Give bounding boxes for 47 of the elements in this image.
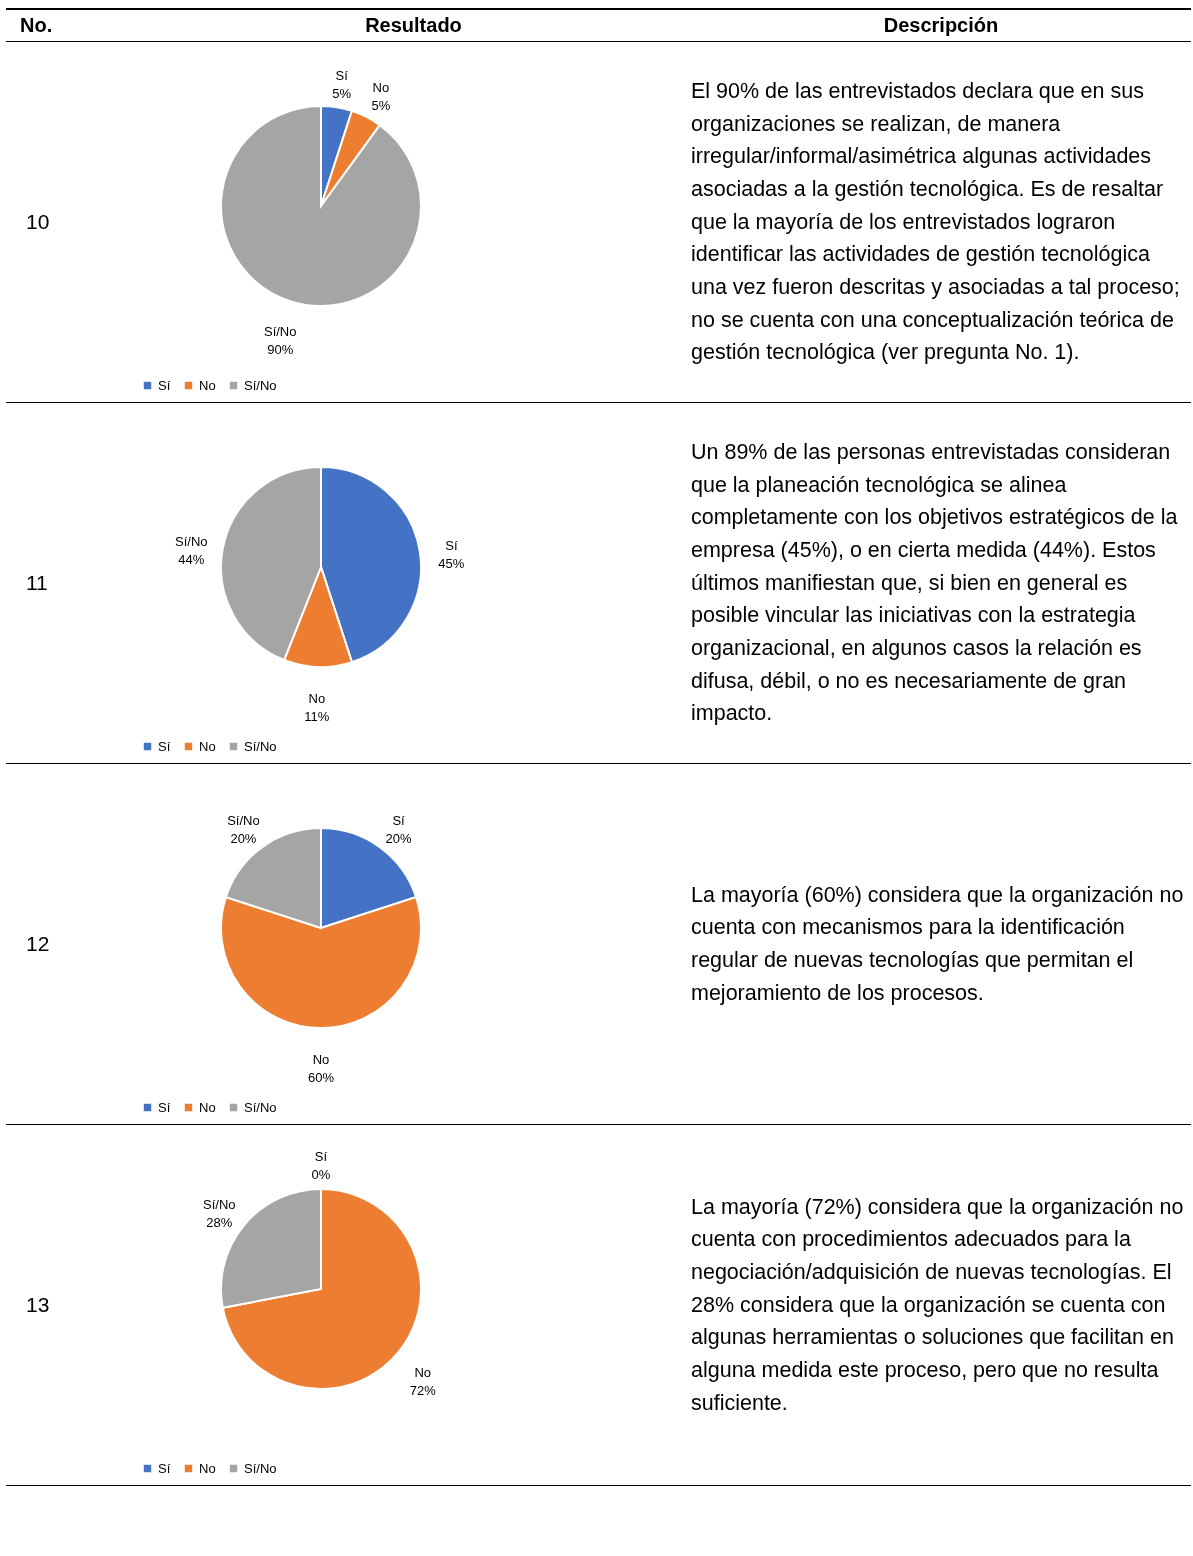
data-label: 5% [332, 85, 352, 101]
text: El 90% de las entrevistados declara que en sus organizaciones se realizan, de manera irregular/informal/asimétrica algunas actividades asociadas a la gestión tecnológica. Es de resaltar que la mayoría de los entrevistados lograron identificar las actividades de gestión tecnológica una vez fueron descritas y asociadas a tal proceso; no se cuenta con una conceptualización teórica de gestión tecnológica (ver pregunta No. 1). [691, 78, 1180, 365]
legend-label: Sí [158, 1099, 171, 1115]
slice-label: Sí/No [203, 1196, 236, 1212]
slice-label: No [308, 690, 326, 706]
legend-label: Sí [158, 738, 171, 754]
text: 13 [26, 1293, 51, 1317]
legend-label: Sí/No [244, 1460, 277, 1476]
data-label: 72% [409, 1383, 437, 1399]
data-label: 20% [385, 831, 413, 847]
legend-label: Sí/No [244, 738, 277, 754]
slice-label: No [312, 1052, 330, 1067]
slice-label: Sí [392, 813, 406, 829]
legend-label: No [199, 1460, 216, 1476]
text: 10 [26, 210, 51, 234]
data-label: 20% [230, 831, 257, 847]
data-label: 90% [267, 341, 294, 357]
legend-label: No [199, 377, 216, 393]
slice-label: Sí [335, 67, 349, 83]
text: Un 89% de las personas entrevistadas consideran que la planeación tecnológica se alinea completamente con los objetivos estratégicos de la empresa (45%), o en cierta medida (44%). Estos últimos manifiestan que, si bien en general es posible vincular las iniciativas con la estrategia organizacional, en algunos casos la relación es difusa, débil, o no es necesariamente de gran impacto. [691, 439, 1178, 726]
text: No. [19, 14, 54, 37]
text: La mayoría (72%) considera que la organización no cuenta con procedimientos adecuados para la negociación/adquisición de nuevas tecnologías. El 28% considera que la organización se cuenta con algunas herramientas o soluciones que facilitan en alguna medida este proceso, pero que no resulta suficiente. [691, 1193, 1185, 1417]
slice-label: No [414, 1365, 432, 1381]
text: 11 [26, 571, 49, 595]
legend-label: No [199, 738, 216, 754]
legend-label: No [199, 1099, 216, 1115]
slice-label: No [372, 80, 390, 96]
data-label: 5% [371, 98, 391, 114]
legend-label: Sí [158, 377, 171, 393]
text: 12 [26, 932, 51, 956]
slice-label: Sí/No [175, 534, 208, 550]
legend-label: Sí [158, 1460, 171, 1476]
data-label: 11% [304, 708, 330, 724]
text: La mayoría (60%) considera que la organización no cuenta con mecanismos para la identificación regular de nuevas tecnologías que permitan el mejoramiento de los procesos. [691, 881, 1185, 1007]
data-label: 45% [438, 556, 465, 572]
text: 0% [311, 1167, 331, 1182]
text: Descripción [882, 14, 1000, 37]
data-label: 60% [307, 1070, 335, 1085]
slice-label: Sí/No [227, 813, 260, 829]
legend-label: Sí/No [244, 1099, 277, 1115]
data-label: 44% [178, 552, 205, 568]
data-label: 28% [206, 1214, 233, 1230]
legend-label: Sí/No [244, 377, 277, 393]
slice-label: Sí/No [263, 323, 297, 339]
category-label: Sí [314, 1149, 328, 1164]
slice-label: Sí [445, 538, 458, 554]
text: Resultado [364, 14, 463, 37]
